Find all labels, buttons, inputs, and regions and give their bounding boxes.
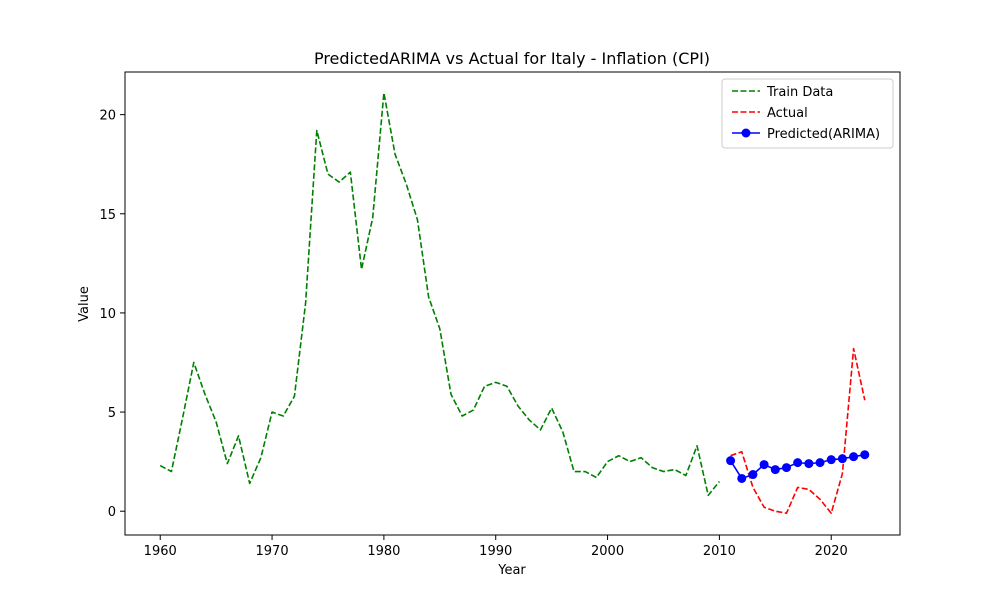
point-predicted-arima-2022 <box>849 452 859 462</box>
series-line-train-data <box>159 92 721 497</box>
series-line-actual <box>730 347 866 514</box>
y-axis-title: Value <box>77 286 92 322</box>
point-predicted-arima-2018 <box>804 459 814 469</box>
point-predicted-arima-2021 <box>837 454 847 464</box>
x-tick-label-1980: 1980 <box>367 544 400 559</box>
y-tick-label-10: 10 <box>99 307 116 322</box>
y-tick-label-0: 0 <box>108 505 116 520</box>
point-predicted-arima-2020 <box>826 455 836 465</box>
legend: Train Data Actual Predicted(ARIMA) <box>721 78 894 149</box>
point-predicted-arima-2017 <box>793 458 803 468</box>
point-predicted-arima-2023 <box>860 450 870 460</box>
point-predicted-arima-2012 <box>737 473 747 483</box>
x-tick-label-1970: 1970 <box>256 544 289 559</box>
legend-label-actual: Actual <box>767 106 808 121</box>
chart-title: PredictedARIMA vs Actual for Italy - Inf… <box>314 49 710 68</box>
x-tick-label-2020: 2020 <box>815 544 848 559</box>
x-tick-label-1960: 1960 <box>144 544 177 559</box>
x-axis-title: Year <box>497 563 526 578</box>
point-predicted-arima-2015 <box>770 465 780 475</box>
axis-ticks: 1960 1970 1980 1990 2000 2010 2020 0 5 10 15 20 <box>99 109 847 559</box>
x-tick-label-2010: 2010 <box>703 544 736 559</box>
legend-label-predicted-arima: Predicted(ARIMA) <box>767 127 880 142</box>
x-tick-label-2000: 2000 <box>591 544 624 559</box>
y-tick-label-15: 15 <box>99 208 116 223</box>
plot-area <box>159 92 870 514</box>
legend-box <box>721 78 894 149</box>
y-tick-label-5: 5 <box>108 406 116 421</box>
y-tick-label-20: 20 <box>99 109 116 124</box>
point-predicted-arima-2019 <box>815 458 825 468</box>
x-tick-label-1990: 1990 <box>479 544 512 559</box>
plot-frame <box>124 71 901 536</box>
point-predicted-arima-2011 <box>726 456 736 466</box>
point-predicted-arima-2014 <box>759 460 769 470</box>
point-predicted-arima-2016 <box>781 463 791 473</box>
legend-marker-predicted-arima <box>741 128 751 138</box>
legend-label-train-data: Train Data <box>766 85 833 100</box>
point-predicted-arima-2013 <box>748 470 758 480</box>
